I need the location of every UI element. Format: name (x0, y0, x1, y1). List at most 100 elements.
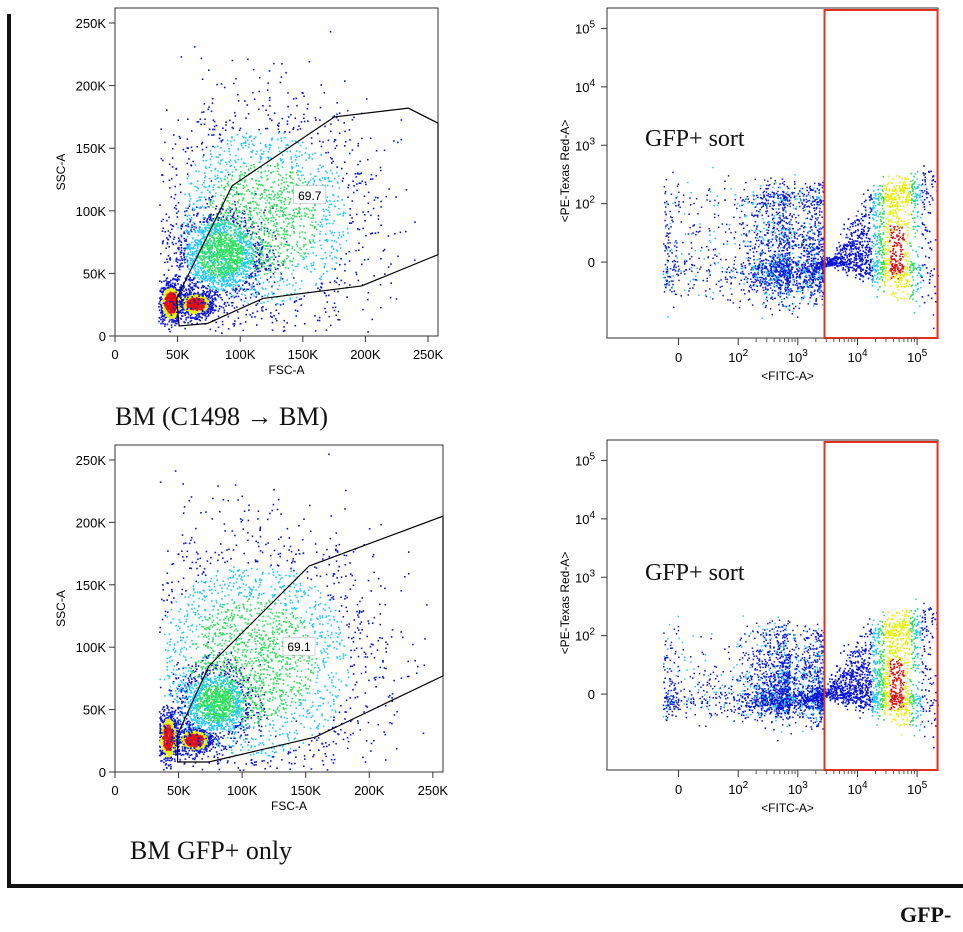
data-point (215, 298, 217, 301)
data-point (239, 192, 241, 195)
data-point (238, 216, 240, 218)
data-point (224, 175, 226, 178)
data-point (293, 277, 295, 279)
data-point (183, 259, 186, 261)
data-point (195, 244, 197, 246)
data-point (300, 304, 303, 306)
data-point (181, 225, 184, 228)
data-point (257, 249, 260, 251)
data-point (174, 294, 176, 297)
data-point (231, 274, 233, 276)
data-point (221, 323, 224, 326)
data-point (167, 285, 170, 287)
data-point (198, 257, 200, 259)
data-point (215, 253, 217, 256)
data-point (184, 305, 187, 308)
data-point (232, 275, 235, 278)
data-point (362, 211, 364, 213)
data-point (320, 247, 323, 250)
data-point (276, 192, 279, 194)
data-point (319, 289, 321, 291)
data-point (263, 265, 265, 268)
data-point (211, 309, 214, 311)
data-point (244, 294, 246, 297)
data-point (169, 304, 171, 307)
data-point (268, 70, 271, 72)
data-point (325, 329, 328, 331)
data-point (203, 266, 205, 268)
data-point (186, 266, 189, 268)
data-point (222, 289, 224, 292)
data-point (205, 256, 207, 259)
data-point (312, 261, 315, 264)
data-point (244, 261, 246, 263)
data-point (220, 203, 223, 206)
data-point (223, 264, 225, 266)
data-point (233, 111, 236, 114)
data-point (306, 184, 308, 186)
data-point (210, 250, 213, 253)
data-point (222, 250, 225, 252)
data-point (236, 271, 238, 274)
data-point (281, 154, 284, 156)
data-point (207, 285, 209, 287)
data-point (270, 198, 273, 201)
data-point (161, 303, 164, 305)
data-point (240, 235, 242, 238)
data-point (341, 167, 343, 170)
data-point (315, 228, 318, 231)
data-point (271, 256, 273, 258)
data-point (269, 209, 271, 212)
data-point (284, 266, 287, 269)
data-point (206, 312, 208, 314)
data-point (173, 197, 176, 200)
data-point (183, 232, 185, 235)
data-point (187, 313, 190, 316)
data-point (240, 250, 243, 252)
data-point (227, 263, 230, 265)
data-point (175, 260, 177, 262)
data-point (306, 108, 309, 110)
data-point (349, 139, 351, 141)
data-point (224, 230, 226, 233)
data-point (303, 113, 305, 116)
data-point (196, 322, 198, 325)
data-point (181, 285, 183, 287)
data-point (222, 265, 225, 268)
data-point (243, 186, 246, 189)
data-point (269, 271, 272, 273)
data-point (357, 173, 359, 175)
data-point (269, 211, 272, 213)
data-point (287, 105, 289, 108)
data-point (235, 281, 238, 283)
data-point (208, 270, 210, 273)
data-point (187, 253, 190, 255)
data-point (325, 208, 328, 211)
data-point (175, 242, 177, 245)
data-point (367, 202, 370, 204)
data-point (414, 221, 416, 223)
data-point (252, 282, 255, 284)
data-point (201, 111, 203, 114)
data-point (342, 177, 345, 180)
data-point (229, 292, 231, 295)
data-point (319, 164, 321, 167)
data-point (217, 282, 219, 284)
data-point (223, 187, 225, 190)
data-point (335, 314, 337, 317)
data-point (214, 330, 217, 332)
data-point (363, 214, 366, 216)
data-point (249, 289, 252, 291)
data-point (191, 317, 193, 319)
data-point (271, 236, 273, 239)
data-point (193, 209, 195, 212)
data-point (329, 255, 331, 257)
data-point (196, 281, 199, 283)
data-point (370, 214, 372, 217)
data-point (196, 265, 198, 268)
data-point (191, 253, 194, 256)
data-point (189, 278, 191, 281)
data-point (164, 323, 167, 325)
data-point (211, 274, 214, 276)
data-point (203, 206, 206, 209)
